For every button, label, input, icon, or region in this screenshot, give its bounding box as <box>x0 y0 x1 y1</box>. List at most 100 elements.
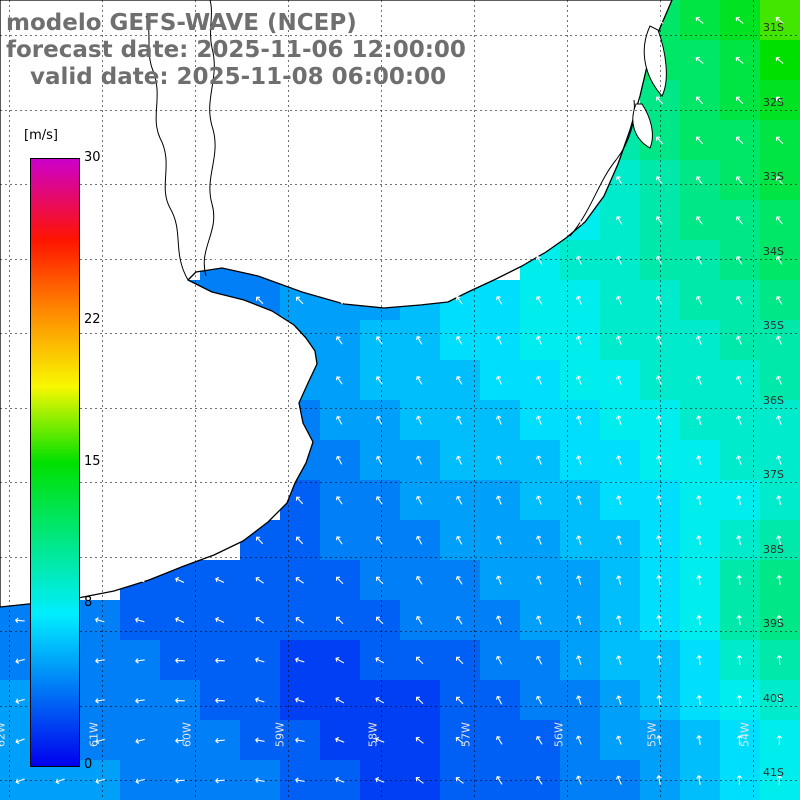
speed-cell <box>400 720 440 760</box>
speed-cell <box>560 400 600 440</box>
speed-cell <box>600 520 640 560</box>
gridline-horizontal <box>0 35 800 36</box>
speed-cell <box>760 280 800 320</box>
speed-cell <box>280 680 320 720</box>
speed-cell <box>160 680 200 720</box>
speed-cell <box>480 480 520 520</box>
model-title: modelo GEFS-WAVE (NCEP) <box>6 10 357 36</box>
speed-cell <box>600 200 640 240</box>
lagoon-outline <box>632 103 653 149</box>
speed-cell <box>360 400 400 440</box>
speed-cell <box>680 160 720 200</box>
speed-cell <box>480 440 520 480</box>
speed-cell <box>480 280 520 320</box>
speed-cell <box>440 320 480 360</box>
speed-cell <box>760 120 800 160</box>
speed-cell <box>240 680 280 720</box>
speed-cell <box>240 640 280 680</box>
speed-cell <box>320 520 360 560</box>
speed-cell <box>400 680 440 720</box>
speed-cell <box>520 400 560 440</box>
speed-cell <box>760 520 800 560</box>
lon-label: 61W <box>87 722 101 747</box>
speed-cell <box>680 80 720 120</box>
speed-cell <box>600 680 640 720</box>
speed-cell <box>400 480 440 520</box>
speed-cell <box>440 560 480 600</box>
speed-cell <box>200 600 240 640</box>
speed-cell <box>480 320 520 360</box>
speed-cell <box>120 720 160 760</box>
speed-cell <box>480 600 520 640</box>
speed-cell <box>680 440 720 480</box>
lat-label: 31S <box>763 21 784 34</box>
speed-cell <box>680 280 720 320</box>
river-line <box>145 15 189 281</box>
speed-cell <box>520 640 560 680</box>
speed-cell <box>440 720 480 760</box>
speed-cell <box>320 640 360 680</box>
speed-cell <box>600 360 640 400</box>
speed-cell <box>480 720 520 760</box>
gridline-vertical <box>195 0 196 800</box>
speed-cell <box>600 440 640 480</box>
speed-cell <box>520 440 560 480</box>
speed-cell <box>320 360 360 400</box>
river-border-line <box>203 0 216 277</box>
speed-cell <box>760 680 800 720</box>
speed-cell <box>560 720 600 760</box>
speed-cell <box>560 520 600 560</box>
speed-cell <box>680 680 720 720</box>
speed-cell <box>480 520 520 560</box>
speed-cell <box>360 520 400 560</box>
lon-label: 57W <box>459 722 473 747</box>
speed-cell <box>680 120 720 160</box>
speed-cell <box>760 360 800 400</box>
speed-cell <box>760 200 800 240</box>
speed-cell <box>120 600 160 640</box>
speed-cell <box>560 600 600 640</box>
speed-cell <box>600 480 640 520</box>
speed-cell <box>240 720 280 760</box>
speed-cell <box>440 640 480 680</box>
speed-cell <box>280 600 320 640</box>
speed-cell <box>440 360 480 400</box>
speed-cell <box>400 440 440 480</box>
speed-cell <box>400 560 440 600</box>
speed-cell <box>400 600 440 640</box>
speed-cell <box>760 720 800 760</box>
speed-cell <box>320 400 360 440</box>
speed-cell <box>680 200 720 240</box>
speed-cell <box>400 320 440 360</box>
gridline-vertical <box>381 0 382 800</box>
gridline-horizontal <box>0 184 800 185</box>
speed-cell <box>760 80 800 120</box>
speed-cell <box>520 520 560 560</box>
speed-cell <box>160 720 200 760</box>
speed-cell <box>520 360 560 400</box>
speed-cell <box>320 720 360 760</box>
lat-label: 41S <box>763 766 784 779</box>
speed-cell <box>760 560 800 600</box>
speed-cell <box>480 680 520 720</box>
gridline-horizontal <box>0 706 800 707</box>
header: modelo GEFS-WAVE (NCEP) forecast date: 2… <box>6 10 466 91</box>
speed-cell <box>520 480 560 520</box>
speed-cell <box>600 720 640 760</box>
speed-cell <box>480 360 520 400</box>
lat-label: 32S <box>763 96 784 109</box>
speed-cell <box>80 680 120 720</box>
speed-cell <box>360 360 400 400</box>
speed-cell <box>160 640 200 680</box>
speed-cell <box>520 560 560 600</box>
speed-cell <box>200 720 240 760</box>
speed-cell <box>120 680 160 720</box>
speed-cell <box>760 240 800 280</box>
speed-cell <box>360 680 400 720</box>
gridline-vertical <box>567 0 568 800</box>
speed-cell <box>320 560 360 600</box>
speed-cell <box>480 400 520 440</box>
speed-cell <box>560 560 600 600</box>
speed-cell <box>360 440 400 480</box>
speed-cell <box>560 480 600 520</box>
